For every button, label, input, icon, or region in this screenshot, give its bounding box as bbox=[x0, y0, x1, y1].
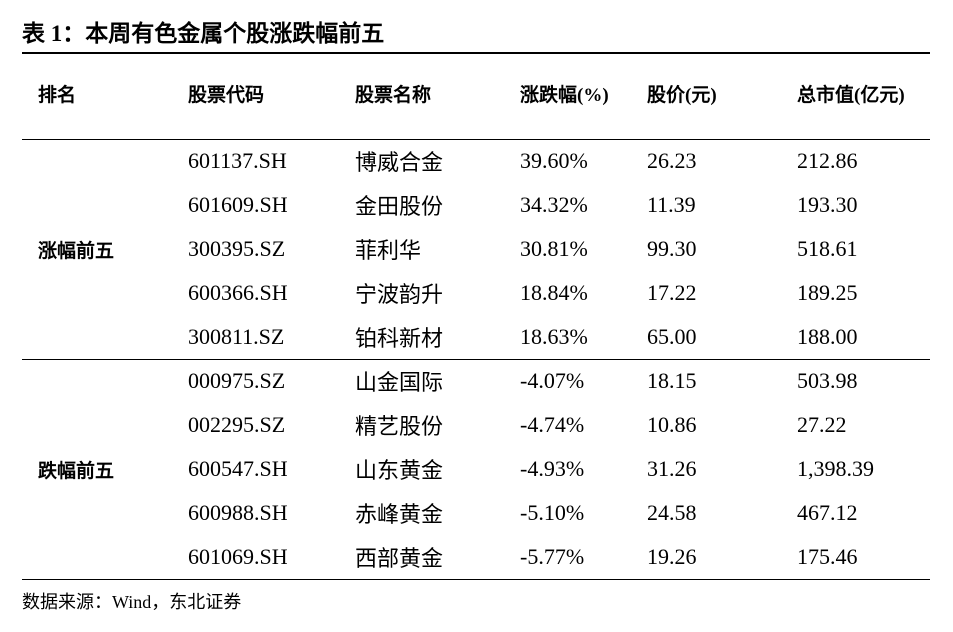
group-label: 跌幅前五 bbox=[38, 460, 115, 482]
table-cell: 300395.SZ bbox=[188, 236, 286, 261]
table-cell: 600366.SH bbox=[188, 280, 288, 305]
table-row: 跌幅前五 000975.SZ 山金国际 -4.07% 18.15 503.98 bbox=[22, 359, 930, 481]
table-cell: -4.74% bbox=[520, 412, 585, 437]
table-cell: 212.86 bbox=[797, 148, 858, 174]
data-table: 排名 股票代码 股票名称 涨跌幅(%) 股价(元) 总市值(亿元) 涨幅前五 601137.… bbox=[22, 52, 930, 580]
table-row: 600988.SH 赤峰黄金 -5.10% 24.58 467.12 bbox=[22, 491, 930, 535]
table-row: 600547.SH 山东黄金 -4.93% 31.26 1,398.39 bbox=[22, 447, 930, 491]
table-cell: 600547.SH bbox=[188, 456, 288, 481]
table-cell: 西部黄金 bbox=[355, 545, 444, 571]
table-cell: 山东黄金 bbox=[355, 458, 444, 483]
table-cell: 189.25 bbox=[797, 280, 858, 305]
table-cell: 博威合金 bbox=[355, 150, 444, 176]
table-cell: 467.12 bbox=[797, 500, 858, 525]
table-cell: 193.30 bbox=[797, 192, 858, 217]
table-row: 300395.SZ 菲利华 30.81% 99.30 518.61 bbox=[22, 227, 930, 271]
table-cell: 601137.SH bbox=[188, 148, 287, 174]
table-cell: 65.00 bbox=[647, 323, 697, 349]
header-cell: 股票名称 bbox=[355, 85, 432, 107]
header-cell: 股票代码 bbox=[188, 85, 265, 107]
table-cell: 518.61 bbox=[797, 236, 858, 261]
table-cell: 山金国际 bbox=[355, 370, 444, 396]
table-row: 涨幅前五 601137.SH 博威合金 39.60% 26.23 212.86 bbox=[22, 139, 930, 261]
header-cell: 涨跌幅(%) bbox=[520, 85, 609, 107]
table-header: 排名 股票代码 股票名称 涨跌幅(%) 股价(元) 总市值(亿元) bbox=[22, 53, 930, 139]
table-cell: 赤峰黄金 bbox=[355, 502, 444, 527]
table-cell: 18.63% bbox=[520, 323, 588, 349]
table-cell: 601609.SH bbox=[188, 192, 288, 217]
table-cell: 188.00 bbox=[797, 323, 858, 349]
table-cell: 宁波韵升 bbox=[355, 282, 444, 307]
source-note: 数据来源：Wind，东北证券 bbox=[22, 592, 242, 612]
table-cell: 601069.SH bbox=[188, 543, 288, 569]
table-cell: 精艺股份 bbox=[355, 414, 444, 439]
table-cell: 18.15 bbox=[647, 368, 697, 394]
table-cell: 175.46 bbox=[797, 543, 858, 569]
table-row: 002295.SZ 精艺股份 -4.74% 10.86 27.22 bbox=[22, 403, 930, 447]
table-cell: -4.07% bbox=[520, 368, 585, 394]
header-cell: 排名 bbox=[38, 85, 77, 107]
table-cell: 铂科新材 bbox=[355, 325, 444, 351]
row-group: 跌幅前五 000975.SZ 山金国际 -4.07% 18.15 503.98 002295… bbox=[22, 359, 930, 579]
table-row: 300811.SZ 铂科新材 18.63% 65.00 188.00 bbox=[22, 315, 930, 359]
table-cell: 10.86 bbox=[647, 412, 697, 437]
table-cell: 39.60% bbox=[520, 148, 588, 174]
table-cell: 99.30 bbox=[647, 236, 697, 261]
table-cell: 000975.SZ bbox=[188, 368, 286, 394]
group-label: 涨幅前五 bbox=[38, 240, 115, 262]
table-cell: -5.77% bbox=[520, 543, 585, 569]
table-cell: 34.32% bbox=[520, 192, 588, 217]
table-cell: 300811.SZ bbox=[188, 323, 285, 349]
header-cell: 股价(元) bbox=[647, 85, 717, 107]
table-cell: 24.58 bbox=[647, 500, 697, 525]
table-cell: 30.81% bbox=[520, 236, 588, 261]
table-cell: -4.93% bbox=[520, 456, 585, 481]
table-cell: 19.26 bbox=[647, 543, 697, 569]
table-cell: -5.10% bbox=[520, 500, 585, 525]
table-cell: 002295.SZ bbox=[188, 412, 286, 437]
table-cell: 27.22 bbox=[797, 412, 847, 437]
table-cell: 17.22 bbox=[647, 280, 697, 305]
table-cell: 26.23 bbox=[647, 148, 697, 174]
table-cell: 31.26 bbox=[647, 456, 697, 481]
table-cell: 1,398.39 bbox=[797, 456, 874, 481]
table-cell: 600988.SH bbox=[188, 500, 288, 525]
table-row: 600366.SH 宁波韵升 18.84% 17.22 189.25 bbox=[22, 271, 930, 315]
table-cell: 503.98 bbox=[797, 368, 858, 394]
table-row: 601069.SH 西部黄金 -5.77% 19.26 175.46 bbox=[22, 535, 930, 579]
table-cell: 18.84% bbox=[520, 280, 588, 305]
table-cell: 金田股份 bbox=[355, 194, 444, 219]
header-cell: 总市值(亿元) bbox=[797, 85, 905, 107]
header-row: 排名 股票代码 股票名称 涨跌幅(%) 股价(元) 总市值(亿元) bbox=[22, 53, 930, 139]
table-row: 601609.SH 金田股份 34.32% 11.39 193.30 bbox=[22, 183, 930, 227]
table-cell: 11.39 bbox=[647, 192, 696, 217]
table-cell: 菲利华 bbox=[355, 238, 422, 263]
row-group: 涨幅前五 601137.SH 博威合金 39.60% 26.23 212.86 601609… bbox=[22, 139, 930, 359]
table-title: 表 1：本周有色金属个股涨跌幅前五 bbox=[22, 21, 385, 46]
